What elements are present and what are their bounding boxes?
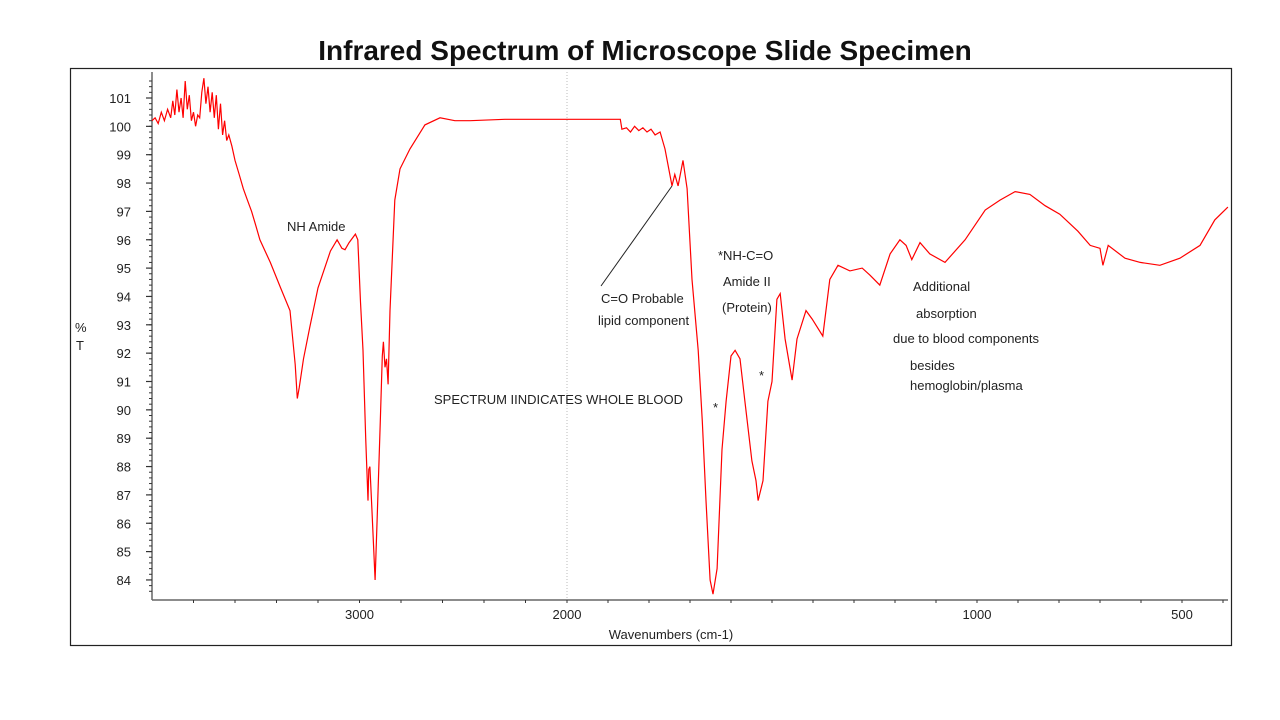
y-tick-label: 99 — [117, 148, 131, 163]
annotation-amide-ii: Amide II — [723, 274, 771, 289]
x-tick-labels: 3000 2000 1000 500 — [345, 607, 1193, 622]
y-tick-label: 87 — [117, 488, 131, 503]
y-tick-label: 88 — [117, 460, 131, 475]
annotation-protein: (Protein) — [722, 300, 772, 315]
y-tick-label: 96 — [117, 233, 131, 248]
annotation-nh-co: *NH-C=O — [718, 248, 773, 263]
annotation-nh-amide: NH Amide — [287, 219, 346, 234]
annotation-whole-blood: SPECTRUM IINDICATES WHOLE BLOOD — [434, 392, 683, 407]
y-tick-label: 101 — [109, 91, 131, 106]
y-tick-label: 92 — [117, 346, 131, 361]
y-tick-label: 100 — [109, 119, 131, 134]
annotation-star-2: * — [759, 368, 764, 383]
annotation-blood-components: due to blood components — [893, 331, 1039, 346]
y-tick-label: 90 — [117, 403, 131, 418]
annotation-co-pointer — [600, 185, 673, 287]
annotation-lipid-component: lipid component — [598, 313, 689, 328]
x-axis-label: Wavenumbers (cm-1) — [609, 627, 733, 642]
y-tick-label: 95 — [117, 261, 131, 276]
annotation-co-probable: C=O Probable — [601, 291, 684, 306]
y-tick-label: 85 — [117, 545, 131, 560]
annotations: NH Amide *NH-C=O Amide II (Protein) C=O … — [287, 185, 1039, 415]
y-tick-labels: 84 85 86 87 88 89 90 91 92 93 94 95 96 97 98 99 100 101 — [109, 91, 131, 588]
y-tick-label: 93 — [117, 318, 131, 333]
annotation-besides: besides — [910, 358, 955, 373]
annotation-additional: Additional — [913, 279, 970, 294]
y-tick-label: 94 — [117, 289, 131, 304]
axes — [146, 72, 1228, 603]
y-axis-label-percent: % — [75, 320, 87, 335]
annotation-absorption: absorption — [916, 306, 977, 321]
y-tick-label: 89 — [117, 431, 131, 446]
y-tick-label: 98 — [117, 176, 131, 191]
y-tick-label: 86 — [117, 516, 131, 531]
chart-frame — [69, 67, 1233, 647]
y-tick-label: 97 — [117, 204, 131, 219]
y-tick-label: 84 — [117, 573, 131, 588]
x-tick-label: 1000 — [963, 607, 992, 622]
y-tick-label: 91 — [117, 375, 131, 390]
x-tick-label: 500 — [1171, 607, 1193, 622]
series-line-specimen — [151, 78, 1229, 595]
y-axis-label-t: T — [76, 338, 84, 353]
chart-title: Infrared Spectrum of Microscope Slide Sp… — [318, 35, 972, 66]
annotation-hemoglobin-plasma: hemoglobin/plasma — [910, 378, 1024, 393]
annotation-star-1: * — [713, 400, 718, 415]
x-tick-label: 3000 — [345, 607, 374, 622]
x-tick-label: 2000 — [553, 607, 582, 622]
